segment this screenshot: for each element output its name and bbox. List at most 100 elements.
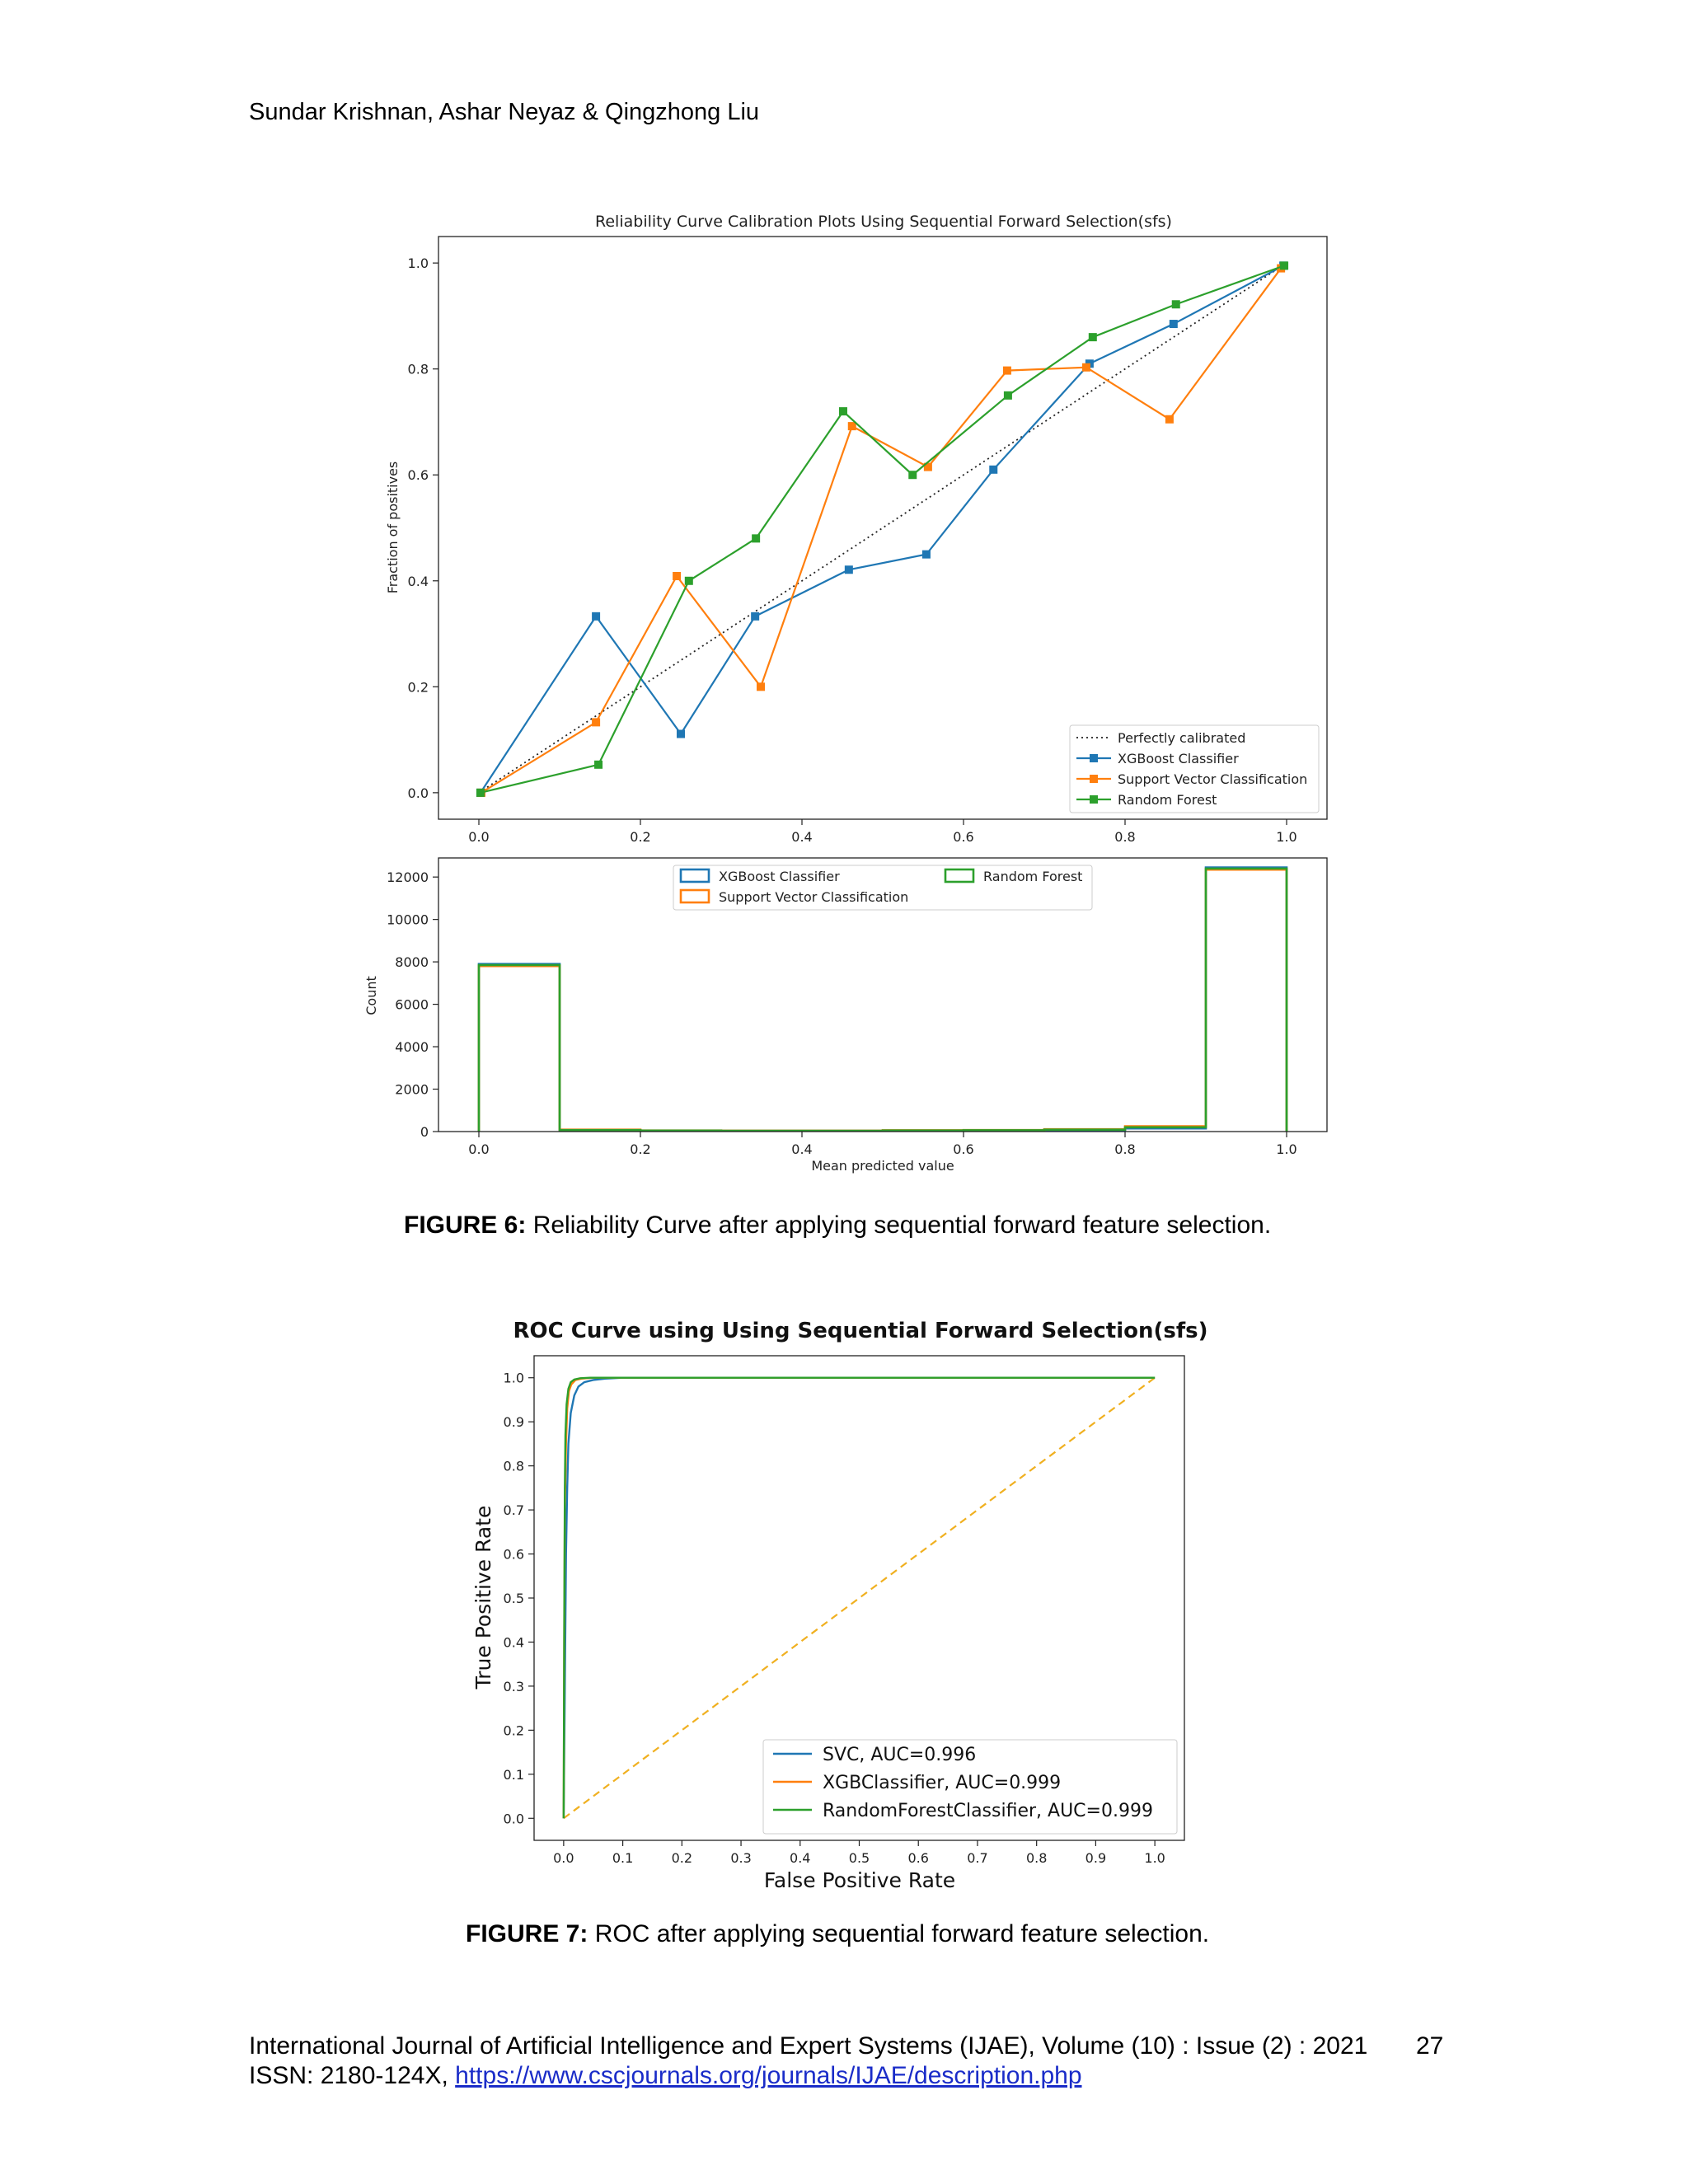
cal-series-marker: [921, 550, 931, 559]
cal-series-marker: [1171, 300, 1180, 309]
calibration-y-ticks: 0.0 0.2 0.4 0.6 0.8 1.0: [408, 255, 438, 801]
roc-x-tick-label: 0.9: [1085, 1850, 1106, 1866]
legend-label: XGBoost Classifier: [1118, 751, 1239, 766]
cal-series-marker: [1165, 415, 1174, 424]
hist-x-tick-label: 0.6: [953, 1141, 973, 1157]
cal-series-marker: [677, 729, 685, 738]
cal-series-marker: [923, 462, 932, 471]
hist-legend-swatch: [944, 868, 975, 883]
cal-series-marker: [1081, 363, 1090, 372]
roc-y-tick-label: 0.6: [504, 1547, 524, 1563]
roc-x-tick-label: 0.4: [790, 1850, 810, 1866]
histogram-x-axis-label: Mean predicted value: [811, 1158, 954, 1174]
hist-legend-label: Support Vector Classification: [719, 889, 908, 905]
roc-y-tick-label: 0.1: [504, 1767, 524, 1783]
roc-y-tick-label: 0.0: [504, 1811, 524, 1826]
cal-series-marker: [1002, 366, 1011, 375]
roc-x-axis-label: False Positive Rate: [764, 1868, 955, 1892]
hist-legend-swatch: [679, 888, 710, 904]
cal-series-marker: [757, 682, 766, 691]
hist-x-tick-label: 1.0: [1276, 1141, 1296, 1157]
cal-y-tick-label: 0.8: [408, 362, 429, 377]
hist-y-tick-label: 12000: [387, 869, 429, 885]
cal-series-line: [480, 265, 1284, 794]
roc-y-tick-label: 0.8: [504, 1459, 524, 1474]
cal-y-tick-label: 0.6: [408, 467, 429, 483]
hist-x-tick-label: 0.8: [1114, 1141, 1135, 1157]
hist-y-tick-label: 0: [420, 1124, 429, 1140]
cal-series-marker: [838, 407, 847, 416]
hist-y-tick-label: 8000: [395, 954, 429, 970]
legend-swatch-marker: [1090, 795, 1098, 804]
cal-series-marker: [594, 760, 603, 769]
hist-y-tick-label: 2000: [395, 1082, 429, 1098]
roc-x-tick-label: 0.3: [730, 1850, 751, 1866]
cal-series-marker: [989, 465, 998, 474]
footer-issn: ISSN: 2180-124X, https://www.cscjournals…: [249, 2062, 1082, 2090]
cal-x-tick-label: 0.8: [1114, 829, 1135, 845]
histogram-x-ticks: 0.0 0.2 0.4 0.6 0.8 1.0: [468, 1132, 1297, 1157]
journal-description-link[interactable]: https://www.cscjournals.org/journals/IJA…: [455, 2062, 1082, 2089]
footer-journal-info: International Journal of Artificial Inte…: [249, 2032, 1368, 2060]
roc-y-tick-label: 0.5: [504, 1591, 524, 1606]
calibration-plot-frame: [438, 236, 1328, 820]
roc-legend: SVC, AUC=0.996 XGBClassifier, AUC=0.999 Ra…: [762, 1739, 1178, 1835]
legend-swatch-marker: [1090, 775, 1098, 783]
histogram-legend: XGBoost Classifier Support Vector Classif…: [673, 865, 1093, 911]
cal-y-tick-label: 0.0: [408, 785, 429, 801]
issn-text: ISSN: 2180-124X,: [249, 2062, 456, 2089]
roc-x-tick-label: 0.2: [672, 1850, 692, 1866]
cal-series-marker: [847, 422, 856, 431]
cal-series-marker: [751, 612, 760, 621]
figure-6-reliability-chart: Reliability Curve Calibration Plots Usin…: [363, 213, 1328, 1174]
cal-y-tick-label: 0.2: [408, 679, 429, 695]
histogram-y-ticks: 0 2000 4000 6000 8000 10000 12000: [387, 869, 438, 1140]
roc-x-tick-label: 0.7: [967, 1850, 987, 1866]
cal-series-marker: [476, 788, 485, 797]
roc-series: [562, 1376, 1156, 1819]
cal-x-tick-label: 0.4: [791, 829, 812, 845]
roc-x-tick-label: 0.6: [908, 1850, 929, 1866]
cal-series-marker: [1280, 261, 1289, 270]
histogram-y-axis-label: Count: [363, 976, 379, 1015]
cal-series-line: [480, 265, 1285, 794]
cal-series-marker: [1003, 391, 1012, 400]
hist-x-tick-label: 0.4: [791, 1141, 812, 1157]
cal-series-marker: [592, 718, 601, 727]
roc-y-tick-label: 0.3: [504, 1679, 524, 1694]
calibration-x-ticks: 0.0 0.2 0.4 0.6 0.8 1.0: [468, 819, 1297, 845]
cal-series-line: [481, 267, 1282, 794]
cal-x-tick-label: 1.0: [1276, 829, 1296, 845]
roc-y-ticks: 0.0 0.1 0.2 0.3 0.4 0.5 0.6 0.7 0.8 0.9 1.0: [504, 1371, 534, 1826]
roc-x-tick-label: 0.5: [849, 1850, 870, 1866]
cal-series-marker: [1088, 333, 1097, 342]
calibration-y-axis-label: Fraction of positives: [385, 462, 401, 594]
figure-7-roc-chart: ROC Curve using Using Sequential Forward…: [471, 1319, 1208, 1892]
roc-y-tick-label: 1.0: [504, 1371, 524, 1386]
roc-series-line: [562, 1376, 1156, 1819]
running-header-authors: Sundar Krishnan, Ashar Neyaz & Qingzhong…: [249, 99, 760, 125]
histogram-frame: [438, 857, 1328, 1132]
calibration-legend: Perfectly calibrated XGBoost Classifier Su…: [1069, 724, 1320, 813]
cal-x-tick-label: 0.0: [468, 829, 489, 845]
roc-y-tick-label: 0.2: [504, 1722, 524, 1738]
hist-y-tick-label: 10000: [387, 912, 429, 928]
figure-7-caption: FIGURE 7: ROC after applying sequential …: [466, 1920, 1210, 1947]
cal-series-marker: [684, 576, 693, 585]
calibration-chart-title: Reliability Curve Calibration Plots Usin…: [595, 213, 1172, 231]
roc-legend-label: RandomForestClassifier, AUC=0.999: [823, 1801, 1153, 1821]
calibration-series: [476, 261, 1289, 797]
cal-series-marker: [908, 471, 917, 480]
cal-y-tick-label: 1.0: [408, 255, 429, 271]
roc-y-tick-label: 0.9: [504, 1414, 524, 1430]
legend-label-perfectly-calibrated: Perfectly calibrated: [1118, 730, 1245, 746]
cal-series-marker: [844, 565, 853, 574]
hist-y-tick-label: 4000: [395, 1039, 429, 1055]
hist-legend-label: XGBoost Classifier: [719, 869, 840, 884]
cal-series-marker: [673, 571, 682, 580]
roc-x-ticks: 0.0 0.1 0.2 0.3 0.4 0.5 0.6 0.7 0.8 0.9 1.0: [553, 1840, 1165, 1866]
roc-legend-label: XGBClassifier, AUC=0.999: [823, 1773, 1061, 1793]
roc-x-tick-label: 0.1: [612, 1850, 633, 1866]
figure-6-caption: FIGURE 6: Reliability Curve after applyi…: [404, 1212, 1272, 1239]
cal-x-tick-label: 0.6: [953, 829, 973, 845]
